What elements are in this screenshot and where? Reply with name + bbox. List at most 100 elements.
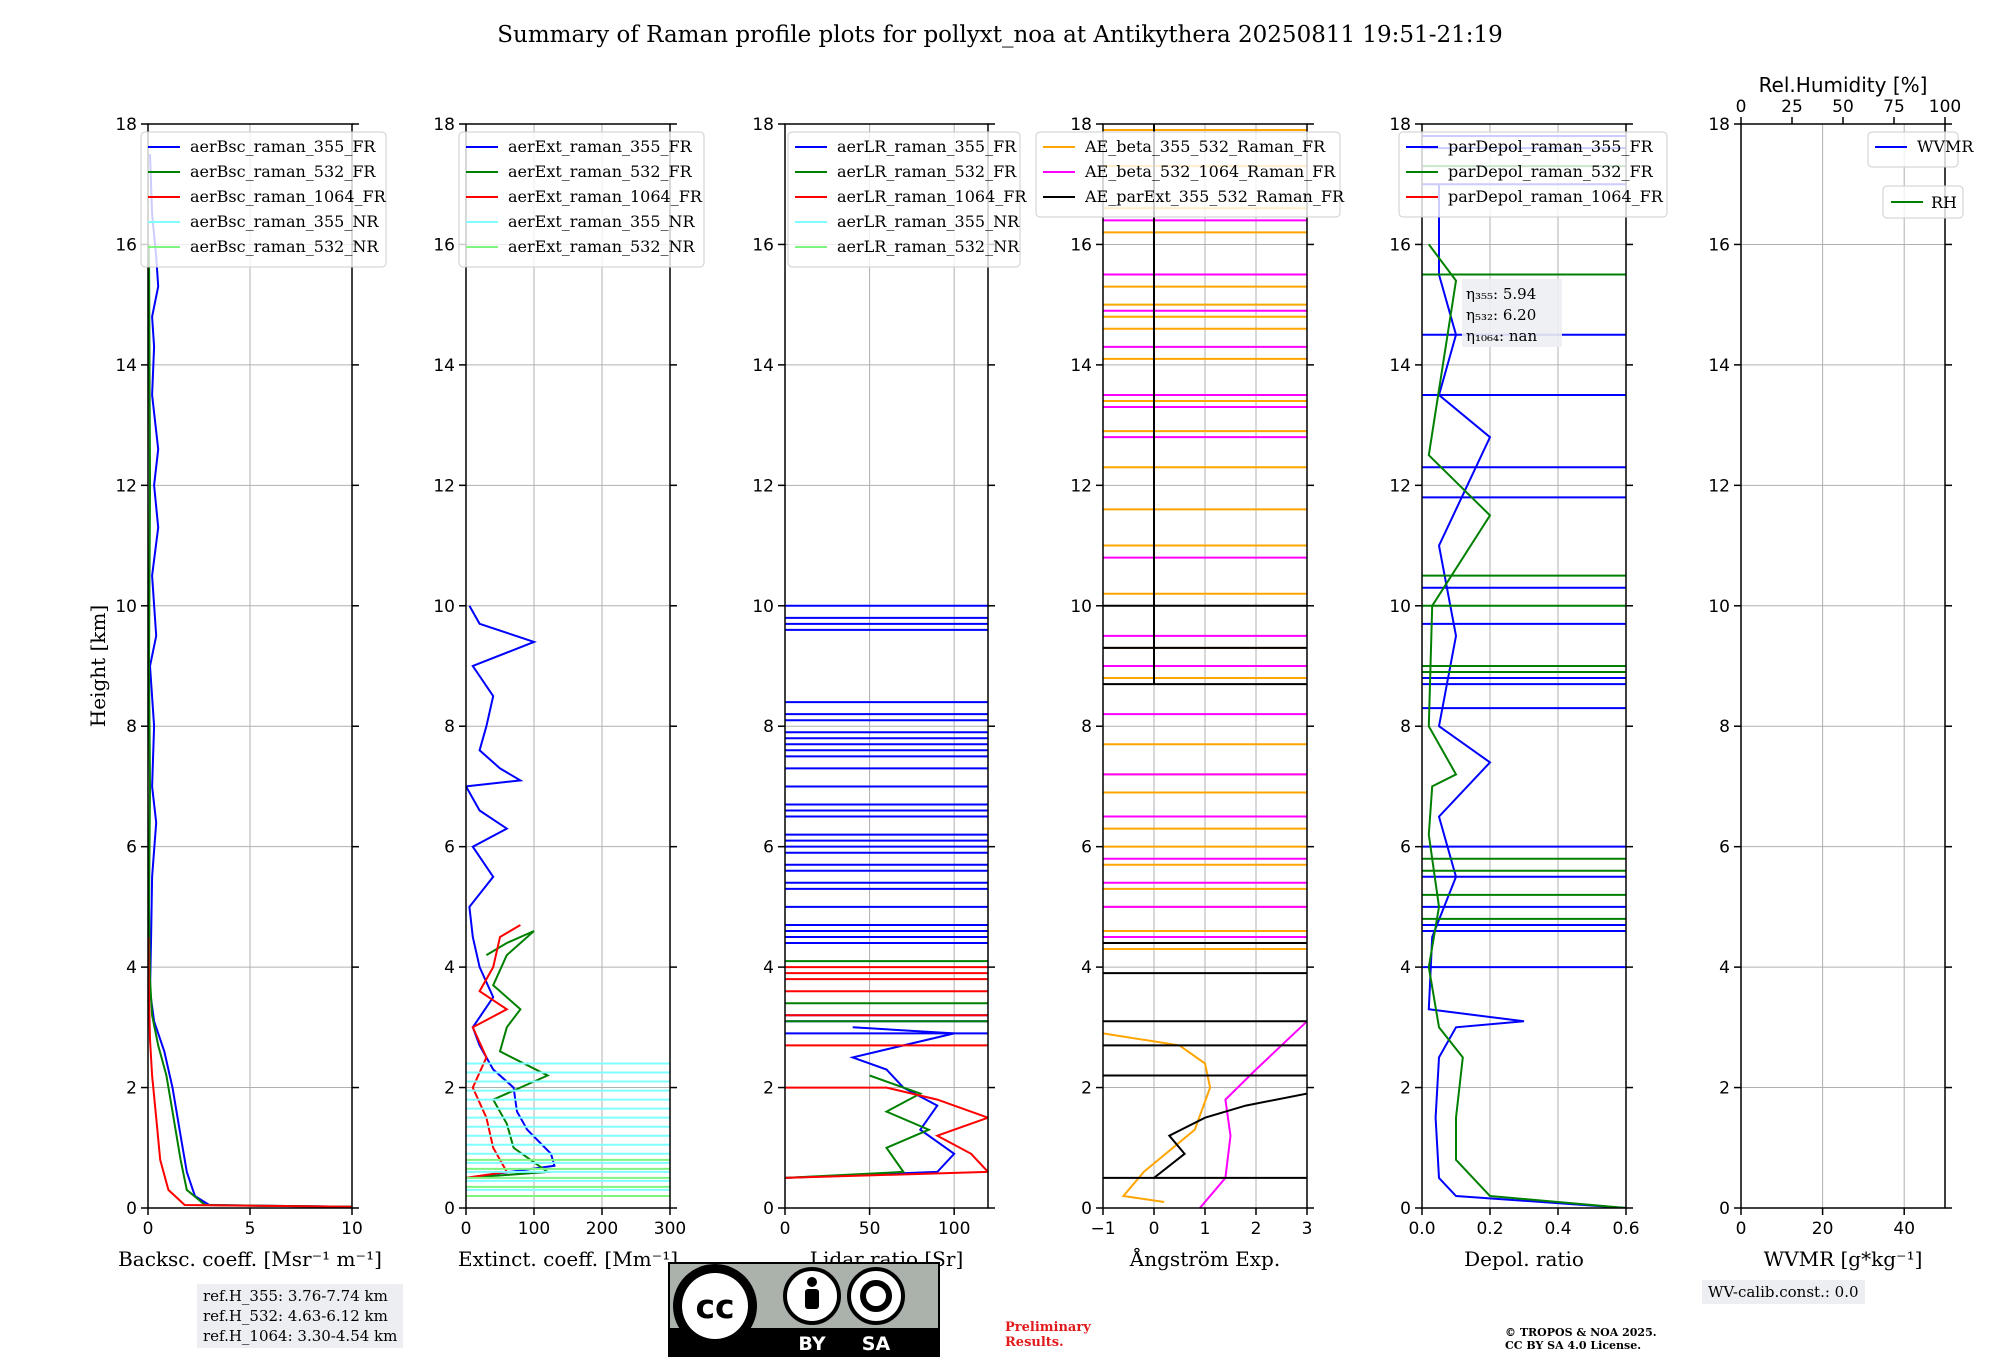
- y-tick-label: 2: [763, 1079, 774, 1099]
- y-tick-label: 10: [1708, 597, 1730, 617]
- legend-entry: WVMR: [1917, 137, 1974, 156]
- ref-height-355: ref.H_355: 3.76-7.74 km: [203, 1287, 388, 1305]
- legend-box: [1867, 131, 1959, 168]
- y-tick-label: 14: [433, 356, 455, 376]
- x2-tick-label: 25: [1781, 97, 1803, 117]
- legend-entry: aerBsc_raman_1064_FR: [190, 187, 387, 206]
- x-tick-label: 0.4: [1544, 1219, 1571, 1239]
- y-tick-label: 8: [1400, 717, 1411, 737]
- series-aerext-raman-355-fr-line: [466, 605, 556, 1179]
- sa-icon: [847, 1267, 905, 1325]
- y-tick-label: 14: [1708, 356, 1730, 376]
- cc-by-label: BY: [798, 1333, 825, 1355]
- wv-calibration-box: WV-calib.const.: 0.0: [1702, 1280, 1865, 1304]
- series-ae-parext-355-532-raman-fr-line: [1153, 1092, 1307, 1179]
- legend-entry: aerBsc_raman_532_FR: [190, 162, 376, 181]
- legend-entry: aerExt_raman_532_NR: [508, 237, 696, 256]
- y-tick-label: 2: [1081, 1079, 1092, 1099]
- copyright-line-1: © TROPOS & NOA 2025.: [1505, 1326, 1657, 1339]
- depol-annotation: η₃₅₅: 5.94 η₅₃₂: 6.20 η₁₀₆₄: nan: [1462, 279, 1562, 347]
- annotation-line: η₅₃₂: 6.20: [1466, 306, 1536, 324]
- y-tick-label: 10: [1389, 597, 1411, 617]
- legend: aerBsc_raman_355_FR aerBsc_raman_532_FRae…: [140, 131, 387, 268]
- y-tick-label: 4: [444, 958, 455, 978]
- y-tick-label: 4: [1719, 958, 1730, 978]
- x-axis-label: Backsc. coeff. [Msr⁻¹ m⁻¹]: [118, 1247, 382, 1271]
- legend-entry: aerExt_raman_355_NR: [508, 212, 696, 231]
- y-tick-label: 10: [752, 597, 774, 617]
- x2-tick-label: 0: [1736, 97, 1747, 117]
- y-tick-label: 0: [763, 1199, 774, 1219]
- panel-5: 0 2 4 6 8 10 12 14 16 18 0.0 0.2 0.4 0.6 Depol. ratio p…: [1389, 115, 1668, 1271]
- x2-tick-label: 75: [1883, 97, 1905, 117]
- y-tick-label: 0: [444, 1199, 455, 1219]
- y-tick-label: 12: [1070, 476, 1092, 496]
- x-tick-label: 0.6: [1612, 1219, 1639, 1239]
- y-tick-label: 8: [763, 717, 774, 737]
- y-tick-label: 18: [433, 115, 455, 135]
- x-tick-label: 0.0: [1408, 1219, 1435, 1239]
- legend-entry: aerLR_raman_355_NR: [837, 212, 1020, 231]
- legend-entry: parDepol_raman_355_FR: [1448, 137, 1654, 156]
- series-aerext-raman-1064-fr-line: [466, 924, 521, 1179]
- legend: aerExt_raman_355_FR aerExt_raman_532_FRae…: [458, 131, 705, 268]
- y-tick-label: 14: [115, 356, 137, 376]
- axes-frame: [1740, 123, 1946, 1209]
- x-axis-label: Ångström Exp.: [1129, 1246, 1280, 1271]
- y-tick-label: 6: [763, 838, 774, 858]
- preliminary-line-1: Preliminary: [1005, 1320, 1091, 1335]
- x-axis-label: Extinct. coeff. [Mm⁻¹]: [458, 1247, 678, 1271]
- legend-entry: aerBsc_raman_355_FR: [190, 137, 376, 156]
- y-tick-label: 6: [444, 838, 455, 858]
- x-axis-label: WVMR [g*kg⁻¹]: [1764, 1247, 1923, 1271]
- series-aerbsc-raman-1064-fr-line: [148, 936, 352, 1208]
- y-tick-label: 0: [1719, 1199, 1730, 1219]
- x-tick-label: 0: [780, 1219, 791, 1239]
- copyright-line-2: CC BY SA 4.0 License.: [1505, 1339, 1642, 1352]
- x-tick-label: −1: [1090, 1219, 1115, 1239]
- x-tick-label: 200: [586, 1219, 618, 1239]
- y-tick-label: 10: [433, 597, 455, 617]
- y-tick-label: 10: [1070, 597, 1092, 617]
- series-aerlr-raman-532-fr-line: [785, 1074, 932, 1179]
- y-tick-label: 16: [1708, 235, 1730, 255]
- series-ae-beta-532-1064-raman-fr-line: [1199, 1020, 1307, 1208]
- y-tick-label: 0: [1081, 1199, 1092, 1219]
- x-tick-label: 50: [859, 1219, 881, 1239]
- y-tick-label: 4: [763, 958, 774, 978]
- x-tick-label: 0: [143, 1219, 154, 1239]
- series-pardepol-raman-355-fr-line: [1427, 184, 1626, 1208]
- x-axis-label: Depol. ratio: [1464, 1247, 1584, 1271]
- x-tick-label: 40: [1893, 1219, 1915, 1239]
- y-tick-label: 2: [1400, 1079, 1411, 1099]
- x-tick-label: 10: [341, 1219, 363, 1239]
- x-tick-label: 3: [1302, 1219, 1313, 1239]
- y-tick-label: 12: [1389, 476, 1411, 496]
- y-tick-label: 16: [115, 235, 137, 255]
- legend: aerLR_raman_355_FR aerLR_raman_532_FR aerL…: [787, 131, 1027, 268]
- legend-box: [787, 131, 1021, 268]
- y-tick-label: 6: [1400, 838, 1411, 858]
- legend-entry: AE_parExt_355_532_Raman_FR: [1084, 187, 1345, 206]
- y-tick-label: 4: [1081, 958, 1092, 978]
- annotation-line: η₃₅₅: 5.94: [1466, 285, 1536, 303]
- y-tick-label: 6: [126, 838, 137, 858]
- y-tick-label: 8: [1081, 717, 1092, 737]
- y-tick-label: 8: [1719, 717, 1730, 737]
- legend-entry: aerLR_raman_532_NR: [837, 237, 1020, 256]
- legend-entry: parDepol_raman_532_FR: [1448, 162, 1654, 181]
- x-tick-label: 20: [1812, 1219, 1834, 1239]
- x-tick-label: 2: [1251, 1219, 1262, 1239]
- x2-axis-label: Rel.Humidity [%]: [1759, 73, 1928, 97]
- series-aerlr-raman-1064-fr-line: [785, 1086, 988, 1179]
- legend-box: [140, 131, 387, 268]
- y-tick-label: 16: [1389, 235, 1411, 255]
- legend-entry: aerExt_raman_532_FR: [508, 162, 693, 181]
- y-tick-label: 18: [115, 115, 137, 135]
- y-tick-label: 16: [433, 235, 455, 255]
- x-tick-label: 0.2: [1476, 1219, 1503, 1239]
- legend-entry: aerLR_raman_355_FR: [837, 137, 1017, 156]
- y-tick-label: 10: [115, 597, 137, 617]
